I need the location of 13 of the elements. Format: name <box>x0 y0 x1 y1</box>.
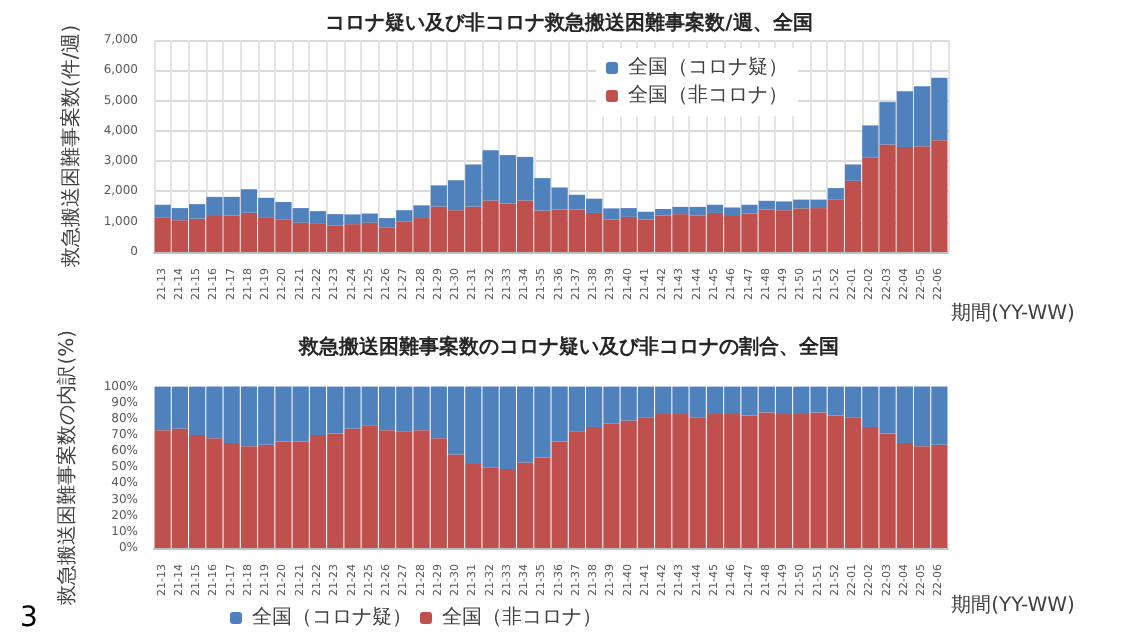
bar <box>844 164 862 181</box>
legend-label: 全国（非コロナ） <box>628 83 788 107</box>
legend-label: 全国（非コロナ） <box>442 605 602 629</box>
legend-label: 全国（コロナ疑） <box>628 55 788 79</box>
y-axis-title: 救急搬送困難事案数(件/週) <box>58 24 83 270</box>
x-axis-title: 期間(YY-WW) <box>951 593 1075 617</box>
text: 3 <box>20 602 38 634</box>
chart-title: コロナ疑い及び非コロナ救急搬送困難事案数/週、全国 <box>325 11 813 35</box>
x-axis-title: 期間(YY-WW) <box>951 301 1075 325</box>
y-axis-title: 救急搬送困難事案数の内訳(%) <box>55 329 79 607</box>
chart-title: 救急搬送困難事案数のコロナ疑い及び非コロナの割合、全国 <box>297 335 839 359</box>
bar <box>827 188 844 200</box>
legend-label: 全国（コロナ疑） <box>252 605 412 629</box>
